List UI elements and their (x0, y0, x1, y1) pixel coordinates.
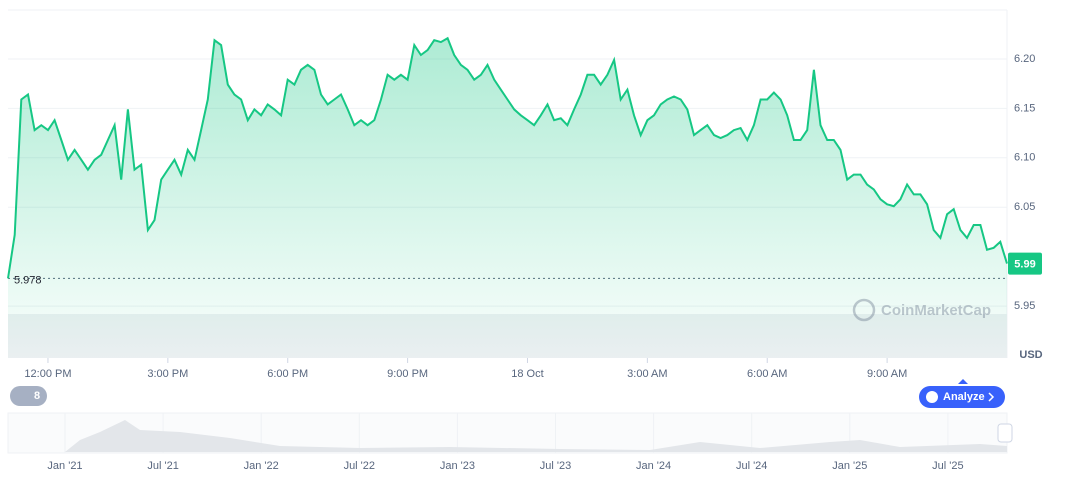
navigator-label: Jan '25 (832, 460, 867, 472)
navigator-handle[interactable] (997, 423, 1013, 443)
y-tick-label: 6.15 (1014, 102, 1035, 114)
badge-count: 8 (34, 390, 40, 402)
area-fill (8, 38, 1007, 358)
navigator-label: Jul '25 (932, 460, 963, 472)
x-tick-label: 3:00 AM (627, 368, 667, 380)
x-tick-label: 9:00 PM (387, 368, 428, 380)
last-price-badge (1008, 252, 1042, 275)
y-unit: USD (1019, 349, 1042, 361)
watermark-text: CoinMarketCap (881, 302, 991, 319)
x-tick-label: 3:00 PM (147, 368, 188, 380)
navigator-label: Jul '23 (540, 460, 571, 472)
x-tick-label: 6:00 PM (267, 368, 308, 380)
price-line (7, 36, 1008, 279)
pointer (958, 379, 968, 384)
events-badge[interactable]: 8 (10, 386, 47, 406)
watermark: CoinMarketCap (852, 298, 991, 322)
button-arrow (988, 392, 995, 402)
y-tick-label: 6.10 (1014, 152, 1035, 164)
analyze-button[interactable]: Analyze (919, 386, 1005, 408)
navigator-area (8, 420, 1007, 452)
navigator-label: Jan '24 (636, 460, 671, 472)
x-tick-label: 9:00 AM (867, 368, 907, 380)
badge-bg (10, 386, 47, 406)
x-tick-label: 12:00 PM (24, 368, 71, 380)
x-tick-label: 18 Oct (511, 368, 543, 380)
button-label: Analyze (943, 391, 985, 403)
navigator-label: Jul '22 (344, 460, 375, 472)
navigator-label: Jul '21 (147, 460, 178, 472)
last-price-label: 5.99 (1014, 258, 1035, 270)
x-tick-label: 6:00 AM (747, 368, 787, 380)
open-price-label: 5.978 (14, 274, 42, 286)
navigator-label: Jul '24 (736, 460, 767, 472)
button-icon (926, 391, 938, 403)
y-tick-label: 6.20 (1014, 53, 1035, 65)
y-tick-label: 5.95 (1014, 300, 1035, 312)
navigator-label: Jan '23 (440, 460, 475, 472)
navigator-label: Jan '22 (244, 460, 279, 472)
button-bg (919, 386, 1005, 408)
navigator-label: Jan '21 (47, 460, 82, 472)
y-tick-label: 6.05 (1014, 201, 1035, 213)
